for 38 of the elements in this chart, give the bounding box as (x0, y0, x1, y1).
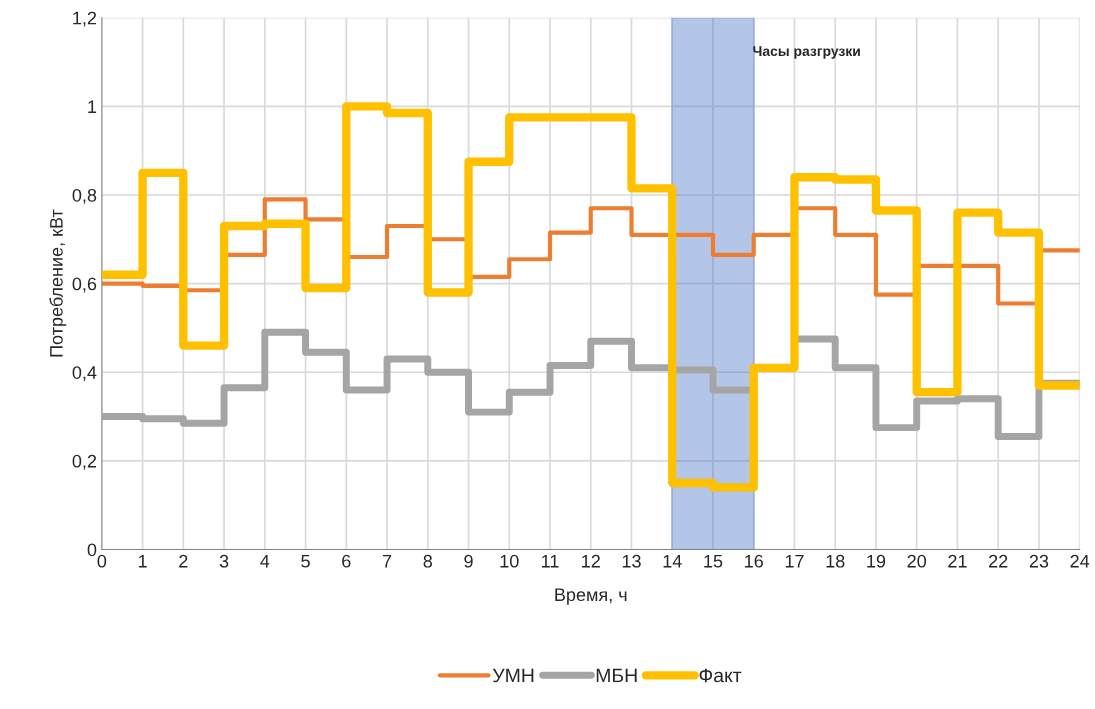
x-tick-label: 20 (907, 554, 927, 568)
y-tick-label: 1,2 (73, 11, 97, 27)
legend-label: Факт (699, 668, 742, 683)
x-tick-label: 3 (219, 554, 229, 568)
x-tick-label: 10 (500, 554, 519, 568)
y-tick-label: 0,6 (72, 277, 97, 293)
y-tick-label: 0,2 (72, 454, 97, 470)
x-tick-label: 22 (989, 554, 1008, 568)
x-tick-label: 7 (382, 555, 392, 568)
x-tick-label: 23 (1029, 554, 1049, 568)
x-tick-label: 11 (542, 555, 559, 568)
x-tick-label: 18 (826, 554, 845, 568)
x-tick-label: 0 (97, 554, 107, 568)
x-tick-label: 17 (785, 555, 804, 568)
y-axis-title: Потребление, кВт (49, 209, 67, 357)
y-tick-label: 0,4 (72, 366, 97, 382)
x-tick-label: 14 (663, 555, 682, 568)
x-tick-label: 13 (622, 554, 641, 568)
x-tick-label: 5 (301, 555, 310, 568)
x-tick-label: 9 (464, 554, 473, 568)
x-tick-label: 1 (138, 555, 147, 568)
x-tick-label: 4 (260, 555, 270, 568)
x-tick-label: 2 (179, 554, 188, 568)
x-axis-title: Время, ч (555, 588, 627, 605)
y-tick-label: 0 (87, 543, 97, 557)
y-tick-label: 0,8 (72, 188, 97, 204)
x-tick-label: 21 (948, 554, 967, 568)
x-tick-label: 12 (582, 554, 600, 568)
x-tick-label: 15 (704, 555, 723, 568)
x-tick-label: 24 (1070, 554, 1090, 568)
x-tick-label: 8 (423, 554, 433, 568)
x-tick-label: 19 (867, 554, 886, 568)
legend-label: УМН (492, 668, 534, 683)
y-tick-label: 1 (88, 100, 97, 113)
legend-label: МБН (596, 668, 637, 683)
x-tick-label: 16 (745, 554, 763, 568)
x-tick-label: 6 (342, 554, 351, 568)
band-label: Часы разгрузки (753, 46, 860, 59)
